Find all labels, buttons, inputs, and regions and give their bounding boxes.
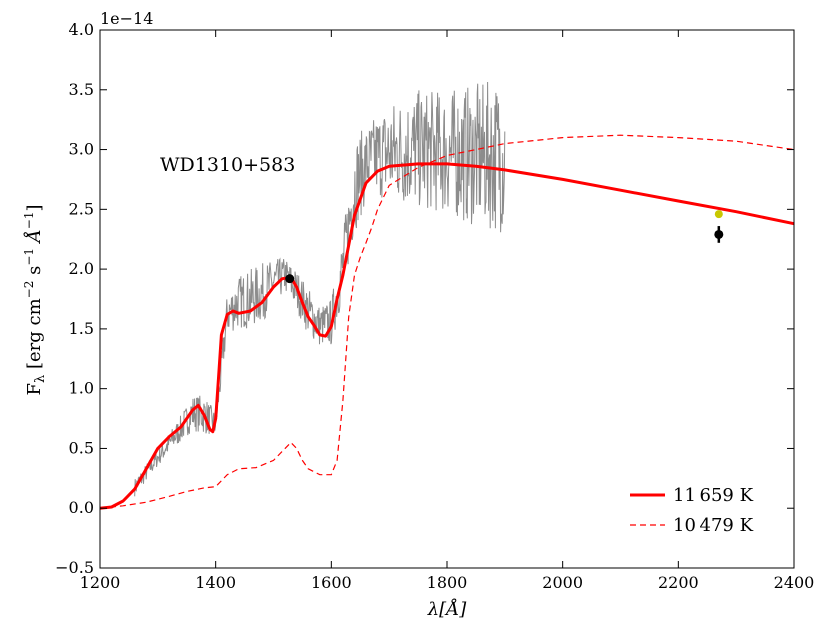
x-axis-title-close: ] bbox=[458, 599, 467, 620]
legend-label-solid: 11 659 K bbox=[673, 485, 754, 506]
x-tick-label: 1200 bbox=[80, 573, 121, 592]
photometry-fuv bbox=[285, 274, 295, 284]
y-axis-title-e1: −2 bbox=[22, 281, 36, 299]
x-tick-label: 2200 bbox=[658, 573, 699, 592]
photometry-nuv bbox=[714, 229, 724, 239]
x-tick-label: 1800 bbox=[427, 573, 468, 592]
y-tick-label: 0.5 bbox=[69, 438, 94, 457]
y-axis-title-prefix: F bbox=[24, 383, 45, 396]
x-tick-label: 2000 bbox=[542, 573, 583, 592]
y-tick-label: 1.0 bbox=[69, 379, 94, 398]
y-axis-title-e2: −1 bbox=[22, 248, 36, 266]
x-axis-title: λ[Å] bbox=[427, 598, 467, 620]
x-tick-label: 1400 bbox=[195, 573, 236, 592]
y-axis-title: Fλ [erg cm−2 s−1 Å−1] bbox=[22, 205, 48, 396]
plot-background bbox=[100, 30, 794, 568]
plot-annotation: WD1310+583 bbox=[160, 154, 295, 176]
synthetic-nuv bbox=[714, 210, 723, 219]
y-tick-label: 3.0 bbox=[69, 140, 94, 159]
y-tick-label: 4.0 bbox=[69, 20, 94, 39]
y-axis: −0.5 0.0 0.5 1.0 1.5 2.0 2.5 3.0 3.5 4.0 bbox=[55, 20, 794, 577]
offset-text: 1e−14 bbox=[100, 9, 153, 28]
observed-spectrum bbox=[134, 81, 506, 497]
y-axis-title-e3: −1 bbox=[22, 212, 36, 230]
spectrum-trace bbox=[134, 81, 506, 497]
series-line-dashed bbox=[99, 134, 795, 509]
x-axis-title-main: λ[ bbox=[427, 599, 447, 620]
y-axis-title-A: Å bbox=[23, 229, 45, 248]
y-tick-label: 2.5 bbox=[69, 199, 94, 218]
y-tick-label: −0.5 bbox=[55, 558, 94, 577]
legend: 11 659 K 10 479 K bbox=[630, 485, 754, 536]
x-tick-label: 1600 bbox=[311, 573, 352, 592]
y-tick-label: 0.0 bbox=[69, 498, 94, 517]
y-tick-label: 2.0 bbox=[69, 259, 94, 278]
x-axis-title-unit: Å bbox=[444, 598, 459, 620]
photometry-points bbox=[285, 210, 724, 284]
y-tick-label: 3.5 bbox=[69, 80, 94, 99]
x-axis: 1200 1400 1600 1800 2000 2200 2400 bbox=[80, 30, 815, 592]
legend-label-dashed: 10 479 K bbox=[673, 515, 754, 536]
y-axis-title-close: ] bbox=[24, 205, 45, 212]
y-axis-title-main: [erg cm bbox=[24, 298, 45, 374]
y-axis-title-sub: λ bbox=[33, 375, 48, 383]
y-tick-label: 1.5 bbox=[69, 319, 94, 338]
y-axis-title-s: s bbox=[24, 266, 45, 281]
x-tick-label: 2400 bbox=[774, 573, 815, 592]
